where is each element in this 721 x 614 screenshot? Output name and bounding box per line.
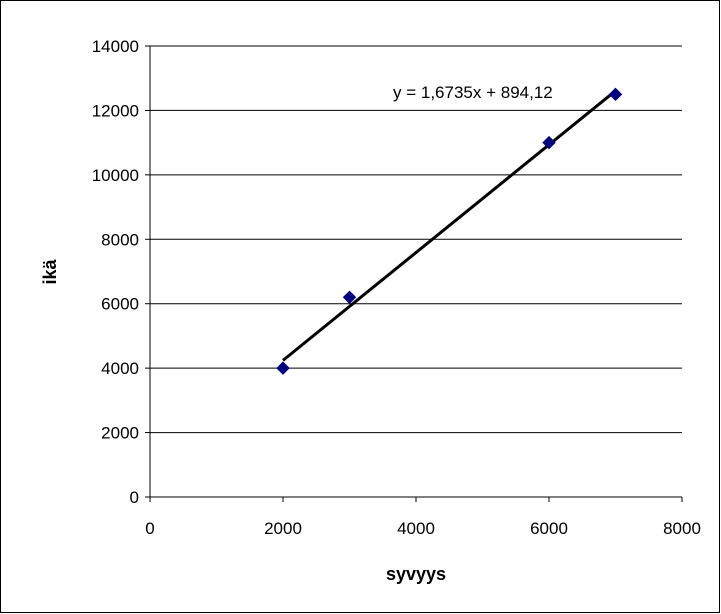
x-tick-labels: 0 2000 4000 6000 8000 <box>145 519 701 538</box>
y-tick-label-10000: 10000 <box>92 166 139 185</box>
x-tick-label-4000: 4000 <box>397 519 435 538</box>
axes <box>145 45 683 502</box>
trendline-group <box>282 89 617 362</box>
x-tick-label-8000: 8000 <box>663 519 701 538</box>
trendline-equation: y = 1,6735x + 894,12 <box>393 83 553 102</box>
x-tick-label-0: 0 <box>145 519 154 538</box>
data-point-4 <box>608 87 623 102</box>
data-point-1 <box>276 361 290 375</box>
x-axis-title: syvyys <box>386 564 446 584</box>
y-tick-label-14000: 14000 <box>92 37 139 56</box>
trendline <box>282 89 617 362</box>
data-points <box>276 87 623 375</box>
y-tick-label-0: 0 <box>130 488 139 507</box>
y-tick-label-12000: 12000 <box>92 101 139 120</box>
x-tick-label-2000: 2000 <box>264 519 302 538</box>
y-tick-label-4000: 4000 <box>101 359 139 378</box>
x-tick-label-6000: 6000 <box>530 519 568 538</box>
y-tick-labels: 0 2000 4000 6000 8000 10000 12000 14000 <box>92 37 139 507</box>
y-tick-label-2000: 2000 <box>101 424 139 443</box>
y-tick-label-6000: 6000 <box>101 295 139 314</box>
data-point-2 <box>342 290 357 304</box>
y-tick-label-8000: 8000 <box>101 230 139 249</box>
data-point-3 <box>542 135 556 150</box>
y-axis-title: ikä <box>40 259 60 285</box>
